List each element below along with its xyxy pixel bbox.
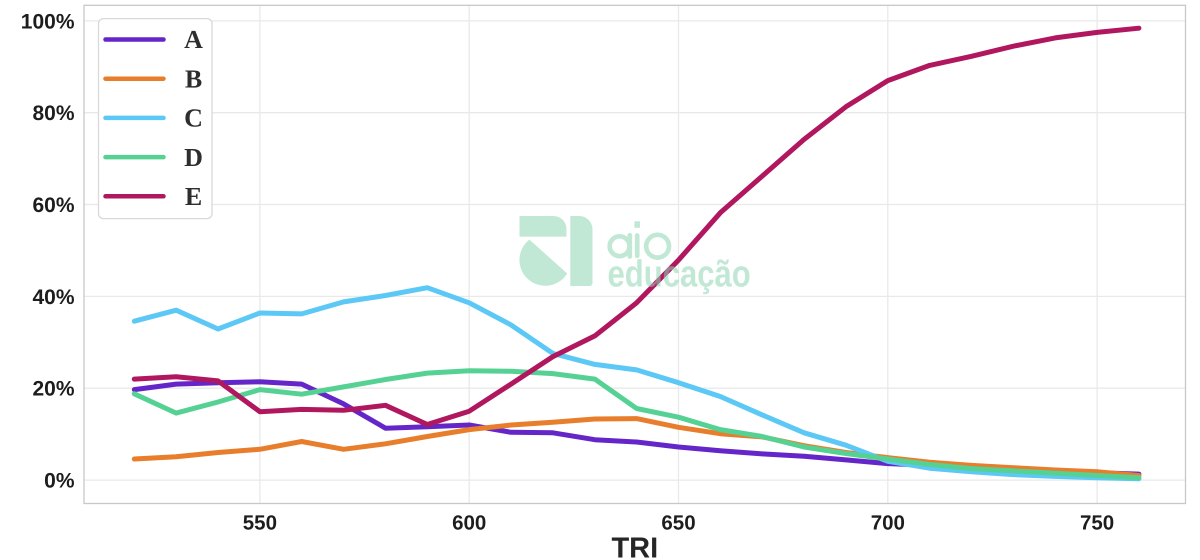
svg-text:TRI: TRI bbox=[611, 533, 658, 560]
svg-text:550: 550 bbox=[243, 512, 277, 535]
svg-text:B: B bbox=[185, 64, 202, 93]
svg-text:A: A bbox=[184, 25, 203, 54]
svg-text:D: D bbox=[184, 143, 203, 172]
svg-text:educação: educação bbox=[608, 252, 751, 294]
svg-text:100%: 100% bbox=[21, 10, 75, 33]
svg-text:40%: 40% bbox=[32, 286, 74, 309]
svg-text:650: 650 bbox=[661, 512, 695, 535]
svg-text:E: E bbox=[185, 182, 202, 211]
svg-text:20%: 20% bbox=[32, 378, 74, 401]
svg-text:80%: 80% bbox=[32, 102, 74, 125]
svg-text:0%: 0% bbox=[44, 470, 75, 493]
svg-text:60%: 60% bbox=[32, 194, 74, 217]
svg-text:600: 600 bbox=[452, 512, 486, 535]
svg-text:750: 750 bbox=[1080, 512, 1114, 535]
svg-text:700: 700 bbox=[871, 512, 905, 535]
svg-text:C: C bbox=[184, 104, 203, 133]
